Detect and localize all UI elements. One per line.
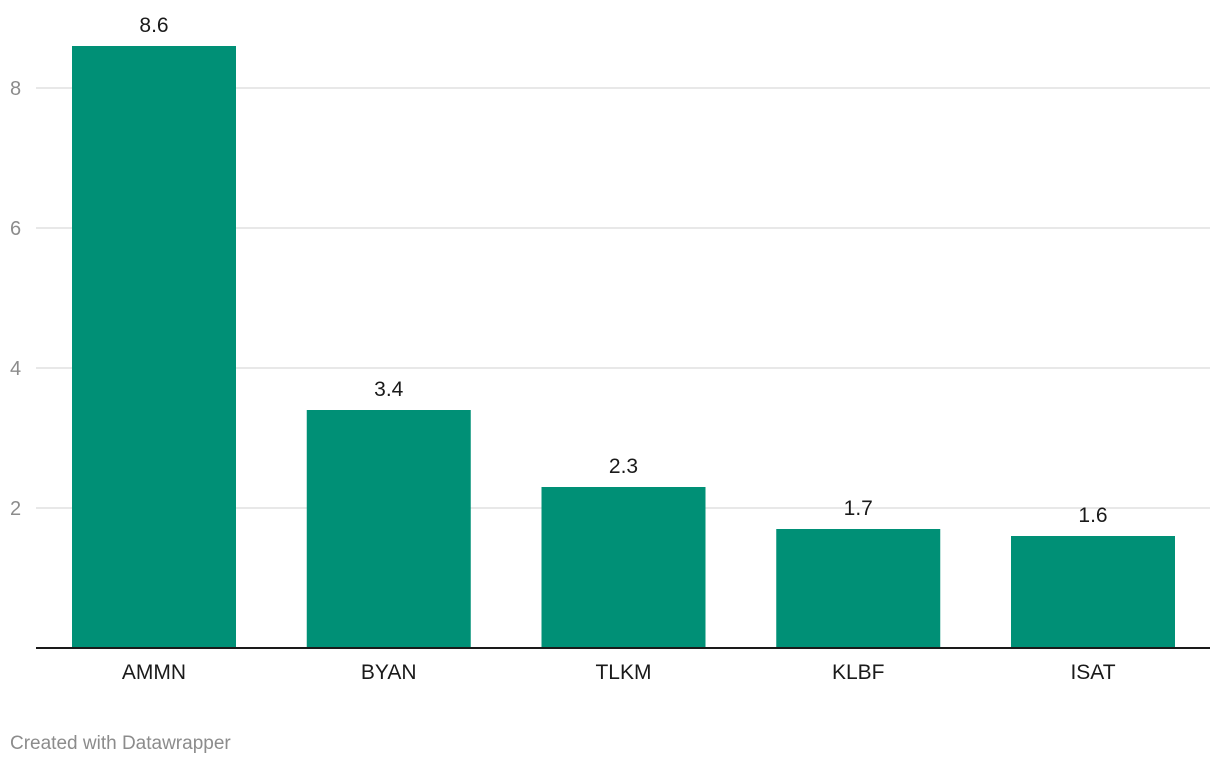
bar-ammn	[72, 46, 236, 648]
value-label-tlkm: 2.3	[609, 455, 638, 478]
y-tick-label-4: 4	[10, 358, 21, 380]
value-label-ammn: 8.6	[139, 14, 168, 37]
category-labels: AMMN BYAN TLKM KLBF ISAT	[122, 661, 1116, 684]
value-label-isat: 1.6	[1078, 504, 1107, 527]
category-label-ammn: AMMN	[122, 661, 186, 684]
bar-klbf	[776, 529, 941, 648]
bar-tlkm	[541, 487, 706, 648]
bars	[72, 46, 1175, 648]
y-axis-ticks: 2 4 6 8	[10, 78, 21, 520]
category-label-tlkm: TLKM	[595, 661, 651, 684]
value-labels: 8.6 3.4 2.3 1.7 1.6	[139, 14, 1107, 527]
bar-byan	[306, 410, 471, 648]
category-label-isat: ISAT	[1070, 661, 1115, 684]
y-tick-label-2: 2	[10, 498, 21, 520]
bar-isat	[1011, 536, 1175, 648]
category-label-byan: BYAN	[361, 661, 417, 684]
y-tick-label-6: 6	[10, 218, 21, 240]
credit-text: Created with Datawrapper	[10, 733, 231, 754]
value-label-byan: 3.4	[374, 378, 404, 401]
category-label-klbf: KLBF	[832, 661, 885, 684]
y-tick-label-8: 8	[10, 78, 21, 100]
value-label-klbf: 1.7	[844, 497, 873, 520]
